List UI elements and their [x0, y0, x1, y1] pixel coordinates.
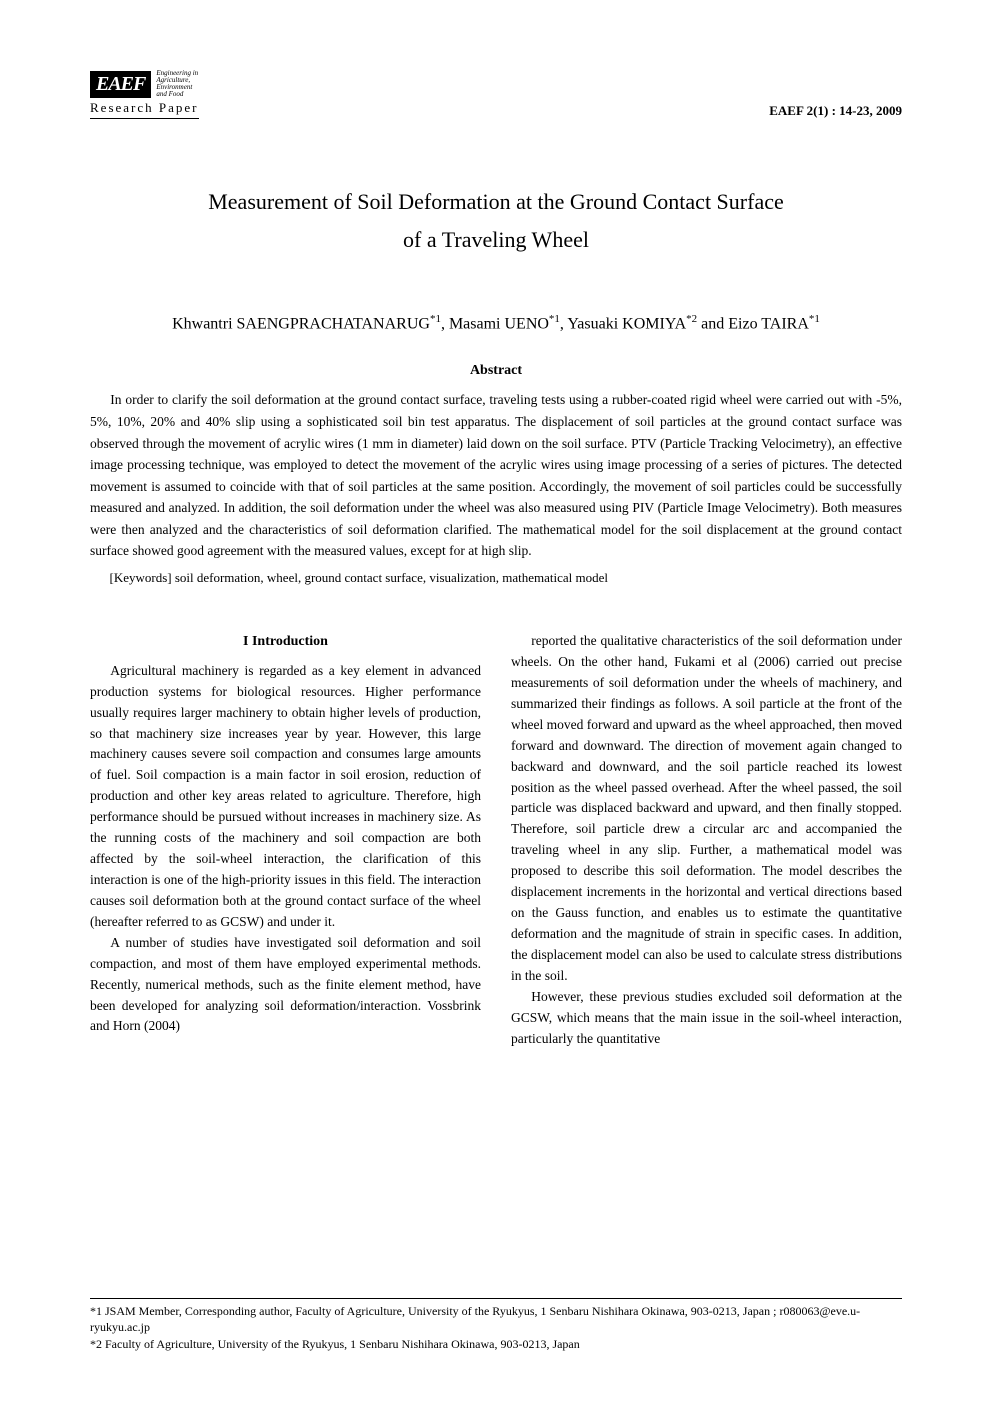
abstract-heading: Abstract [90, 363, 902, 379]
journal-logo-icon: EAEF [90, 71, 151, 98]
footnotes: *1 JSAM Member, Corresponding author, Fa… [90, 1298, 902, 1353]
left-column: I Introduction Agricultural machinery is… [90, 631, 481, 1049]
affil-sup: *2 [686, 313, 697, 325]
section-heading-introduction: I Introduction [90, 631, 481, 653]
intro-para4: However, these previous studies excluded… [511, 987, 902, 1050]
affil-sup: *1 [809, 313, 820, 325]
logo-box: EAEF Engineering in Agriculture, Environ… [90, 70, 199, 98]
affil-sup: *1 [430, 313, 441, 325]
keywords-line: [Keywords] soil deformation, wheel, grou… [90, 570, 902, 586]
logo-tagline: Engineering in Agriculture, Environment … [156, 70, 198, 98]
paper-title-line1: Measurement of Soil Deformation at the G… [90, 189, 902, 215]
authors-line: Khwantri SAENGPRACHATANARUG*1, Masami UE… [90, 313, 902, 333]
affil-sup: *1 [549, 313, 560, 325]
section-label: Research Paper [90, 100, 199, 119]
paper-title-line2: of a Traveling Wheel [90, 227, 902, 253]
intro-para3: reported the qualitative characteristics… [511, 631, 902, 987]
journal-citation: EAEF 2(1) : 14-23, 2009 [769, 103, 902, 119]
abstract-body: In order to clarify the soil deformation… [90, 389, 902, 562]
footnote-1: *1 JSAM Member, Corresponding author, Fa… [90, 1303, 902, 1337]
body-columns: I Introduction Agricultural machinery is… [90, 631, 902, 1049]
page-header: EAEF Engineering in Agriculture, Environ… [90, 70, 902, 119]
right-column: reported the qualitative characteristics… [511, 631, 902, 1049]
intro-para1: Agricultural machinery is regarded as a … [90, 661, 481, 933]
tagline-line: and Food [156, 90, 183, 98]
logo-section: EAEF Engineering in Agriculture, Environ… [90, 70, 199, 119]
footnote-2: *2 Faculty of Agriculture, University of… [90, 1336, 902, 1353]
intro-para2: A number of studies have investigated so… [90, 933, 481, 1038]
